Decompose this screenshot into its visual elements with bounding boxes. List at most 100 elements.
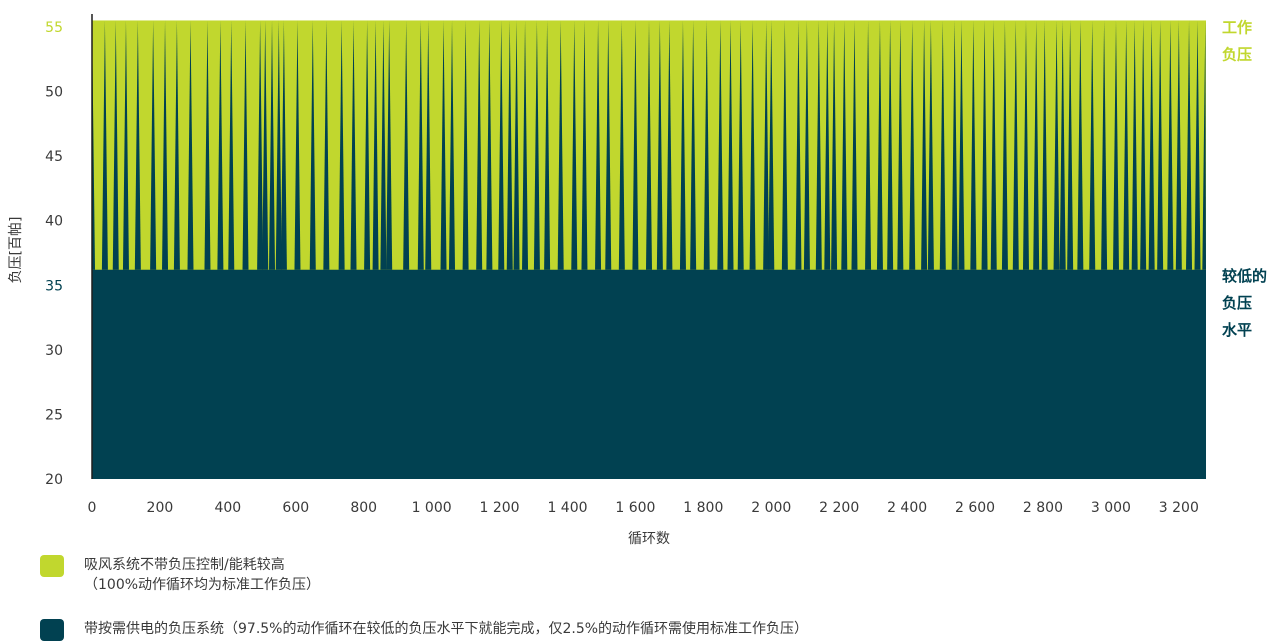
x-tick-label: 3 000 <box>1091 500 1131 516</box>
series-teal-spike <box>506 20 513 270</box>
x-axis-ticks: 0 200 400 600 800 1 000 1 200 1 400 1 600 1 800 2 … <box>88 500 1199 516</box>
x-tick-label: 1 600 <box>615 500 655 516</box>
series-teal-spike <box>513 20 520 270</box>
series-teal-spike <box>1033 20 1040 270</box>
y-tick-label: 40 <box>45 214 63 230</box>
series-teal-spike <box>242 20 249 270</box>
legend-swatch-teal <box>40 619 64 641</box>
series-teal-spike <box>646 20 652 270</box>
x-tick-label: 1 200 <box>480 500 520 516</box>
series-teal-spike <box>257 20 264 270</box>
series-teal-spike <box>323 20 330 270</box>
series-teal-spike <box>364 20 371 270</box>
series-teal-spike <box>350 20 357 270</box>
series-teal-spike <box>162 20 169 270</box>
series-teal-spike <box>522 20 529 270</box>
series-teal-spike <box>1194 20 1201 270</box>
series-teal-spike <box>815 20 822 270</box>
series-teal-spike <box>1001 20 1008 270</box>
series-teal-spike <box>425 20 432 270</box>
series-teal-spike <box>1131 20 1138 270</box>
series-teal-spike <box>372 20 379 270</box>
series-teal-spike <box>262 20 269 270</box>
annotation-label: 工作 <box>1222 18 1252 36</box>
series-teal-spike <box>122 20 129 270</box>
x-tick-label: 2 200 <box>819 500 859 516</box>
series-teal-spike <box>275 20 282 270</box>
series-teal-spike <box>150 20 157 270</box>
series-teal-spike <box>571 20 578 270</box>
series-teal-spike <box>958 20 965 270</box>
series-teal-spike <box>1186 20 1193 270</box>
series-teal-spike <box>440 20 447 270</box>
series-teal-spike <box>703 20 710 270</box>
series-teal-spike <box>449 20 456 270</box>
y-tick-label: 55 <box>45 20 63 36</box>
series-teal-spike <box>173 20 180 270</box>
series-teal-spike <box>1053 20 1060 270</box>
series-teal-spike <box>927 20 934 270</box>
series-teal-spike <box>1041 20 1048 270</box>
series-teal-spike <box>338 20 345 270</box>
y-tick-label: 25 <box>45 407 63 423</box>
series-teal-spike <box>1012 20 1019 270</box>
series-teal-spike <box>417 20 424 270</box>
y-tick-label: 35 <box>45 278 63 294</box>
series-teal-spike <box>897 20 904 270</box>
series-teal-spike <box>887 20 894 270</box>
annotation-label: 负压 <box>1222 294 1252 312</box>
series-teal-spike <box>533 20 540 270</box>
x-tick-label: 0 <box>88 500 97 516</box>
x-tick-label: 200 <box>147 500 174 516</box>
y-tick-label: 30 <box>45 343 63 359</box>
legend-label-green-line1: 吸风系统不带负压控制/能耗较高 <box>84 557 285 573</box>
series-teal-spike <box>763 20 770 270</box>
series-teal-spike <box>581 20 588 270</box>
series-teal-area <box>92 269 1206 479</box>
series-teal-spike <box>204 20 211 270</box>
x-tick-label: 2 000 <box>751 500 791 516</box>
series-teal-spike <box>403 20 410 270</box>
series-teal-spike <box>462 20 469 270</box>
series-teal-spike <box>1112 20 1119 270</box>
x-tick-label: 1 000 <box>412 500 452 516</box>
series-teal-spike <box>717 20 724 270</box>
series-teal-spike <box>618 20 625 270</box>
annotation-label: 水平 <box>1222 321 1252 339</box>
series-teal-spike <box>269 20 276 270</box>
series-teal-spike <box>386 20 393 270</box>
series-teal-spike <box>970 20 977 270</box>
series-teal-spike <box>909 20 916 270</box>
series-teal-spike <box>557 20 564 270</box>
series-teal-spike <box>1140 20 1147 270</box>
x-tick-label: 2 400 <box>887 500 927 516</box>
y-tick-label: 45 <box>45 149 63 165</box>
x-tick-label: 3 200 <box>1159 500 1199 516</box>
series-teal-spike <box>781 20 788 270</box>
series-teal-spike <box>228 20 235 270</box>
series-teal-spike <box>280 20 287 270</box>
series-teal-spike <box>851 20 858 270</box>
series-teal-spike <box>981 20 988 270</box>
series-teal-spike <box>595 20 602 270</box>
x-tick-label: 800 <box>350 500 377 516</box>
annotation-label: 负压 <box>1222 45 1252 63</box>
x-tick-label: 600 <box>282 500 309 516</box>
legend-swatch-green <box>40 555 64 577</box>
y-tick-label: 50 <box>45 85 63 101</box>
plot-area <box>91 14 1206 479</box>
series-teal-spike <box>865 20 872 270</box>
series-teal-spike <box>112 20 119 270</box>
x-tick-label: 1 400 <box>547 500 587 516</box>
series-teal-spike <box>737 20 744 270</box>
series-teal-spike <box>1148 20 1155 270</box>
series-teal-spike <box>824 20 831 270</box>
series-teal-spike <box>666 20 673 270</box>
series-teal-spike <box>101 20 108 270</box>
y-tick-label: 20 <box>45 472 63 488</box>
series-teal-spike <box>690 20 697 270</box>
series-teal-spike <box>134 20 141 270</box>
series-teal-spike <box>187 20 194 270</box>
